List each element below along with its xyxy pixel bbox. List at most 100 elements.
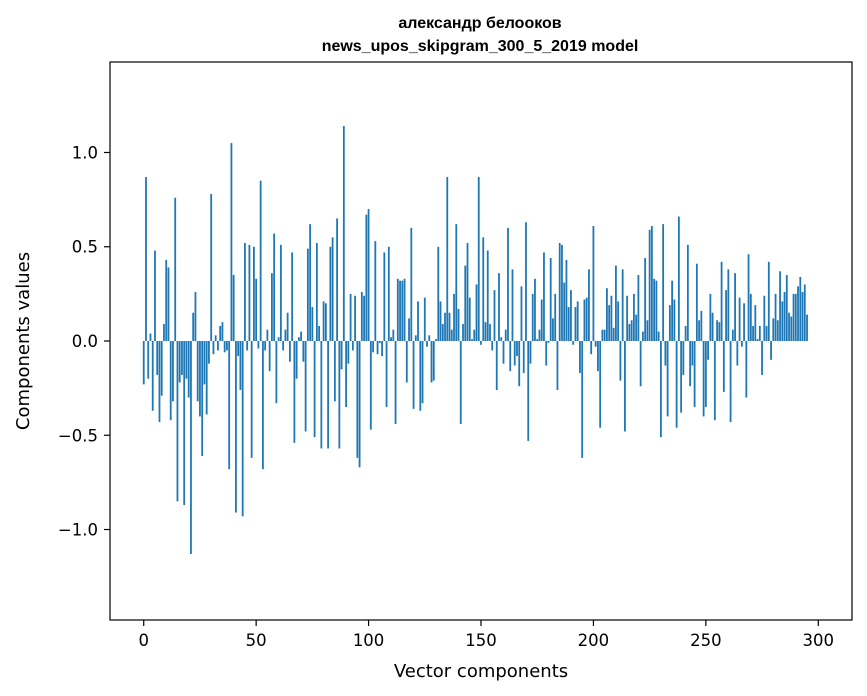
bar-58 <box>273 233 276 341</box>
bar-102 <box>372 341 374 353</box>
bar-93 <box>351 341 354 351</box>
bar-180 <box>547 341 550 343</box>
bar-84 <box>331 237 334 341</box>
bar-243 <box>689 341 692 387</box>
bar-159 <box>500 337 503 341</box>
bar-295 <box>806 314 808 341</box>
bar-250 <box>704 341 707 407</box>
bar-97 <box>360 291 363 341</box>
bar-196 <box>583 299 586 341</box>
bar-10 <box>165 259 168 341</box>
bar-53 <box>262 341 264 470</box>
bar-246 <box>695 263 698 341</box>
bar-56 <box>268 341 271 372</box>
bar-204 <box>601 329 604 341</box>
bar-205 <box>603 329 606 341</box>
bar-276 <box>763 295 766 341</box>
bar-242 <box>686 244 689 341</box>
bar-1 <box>145 176 147 341</box>
bar-241 <box>684 325 687 341</box>
bar-185 <box>558 242 561 341</box>
bar-152 <box>484 322 487 341</box>
x-tick-label-300: 300 <box>803 631 835 650</box>
chart-subtitle: news_upos_skipgram_300_5_2019 model <box>322 38 639 55</box>
bar-107 <box>383 252 386 341</box>
bar-8 <box>160 341 163 396</box>
bar-252 <box>709 293 712 341</box>
bar-51 <box>257 341 260 349</box>
bar-113 <box>396 278 399 341</box>
bar-121 <box>414 335 417 341</box>
bar-141 <box>459 341 462 424</box>
bar-54 <box>264 341 267 351</box>
bar-206 <box>606 288 608 341</box>
bar-82 <box>327 341 329 449</box>
bar-71 <box>302 341 305 362</box>
bar-163 <box>509 341 512 372</box>
bar-161 <box>504 329 507 341</box>
bar-265 <box>738 297 741 341</box>
bar-2 <box>147 341 150 379</box>
bar-231 <box>662 224 665 341</box>
bar-111 <box>392 329 395 341</box>
bar-72 <box>304 341 307 432</box>
bar-70 <box>300 331 303 341</box>
bar-114 <box>399 280 401 341</box>
bar-89 <box>342 126 345 341</box>
bar-0 <box>142 341 145 385</box>
bar-74 <box>309 224 312 341</box>
bar-18 <box>183 341 186 506</box>
bar-145 <box>468 297 471 341</box>
bar-282 <box>776 320 779 341</box>
bar-166 <box>516 341 518 357</box>
bar-285 <box>783 291 786 341</box>
bar-88 <box>340 341 343 370</box>
x-tick-label-0: 0 <box>138 631 149 650</box>
y-axis-ticks: −1.0 −0.5 0.0 0.5 1.0 <box>58 143 110 540</box>
bar-256 <box>718 322 721 341</box>
bar-188 <box>565 259 568 341</box>
bar-139 <box>455 224 458 341</box>
bar-257 <box>720 261 723 341</box>
bar-43 <box>239 341 242 391</box>
bar-78 <box>318 325 321 341</box>
bar-216 <box>628 324 631 341</box>
x-axis-ticks: 0 50 100 150 200 250 300 <box>138 620 834 650</box>
bar-278 <box>767 261 770 341</box>
bar-174 <box>534 278 536 341</box>
bar-3 <box>149 333 152 341</box>
bar-99 <box>365 214 368 341</box>
bar-110 <box>390 337 392 341</box>
bar-136 <box>448 312 451 341</box>
bar-13 <box>172 341 174 402</box>
bar-44 <box>241 341 244 517</box>
bar-12 <box>169 341 172 421</box>
bar-225 <box>648 229 651 341</box>
bar-238 <box>677 216 680 341</box>
bar-275 <box>761 341 763 375</box>
bar-30 <box>210 193 213 341</box>
bar-24 <box>196 341 199 402</box>
bar-168 <box>520 286 523 341</box>
bar-123 <box>419 341 422 411</box>
bar-91 <box>347 341 350 364</box>
bar-27 <box>203 341 206 385</box>
bar-255 <box>716 320 718 341</box>
bar-209 <box>612 327 615 341</box>
bar-251 <box>707 341 709 360</box>
bar-272 <box>754 305 757 341</box>
bar-149 <box>477 176 480 341</box>
bar-41 <box>235 341 237 513</box>
bar-37 <box>226 341 228 351</box>
bar-140 <box>457 308 460 341</box>
bar-210 <box>615 265 617 341</box>
bar-47 <box>248 244 251 341</box>
bar-269 <box>747 254 750 341</box>
bar-234 <box>668 305 671 341</box>
bar-197 <box>585 297 588 341</box>
bar-86 <box>336 218 338 341</box>
bar-96 <box>358 341 361 468</box>
bar-11 <box>167 267 170 341</box>
bar-245 <box>693 341 696 407</box>
bar-85 <box>333 341 336 402</box>
